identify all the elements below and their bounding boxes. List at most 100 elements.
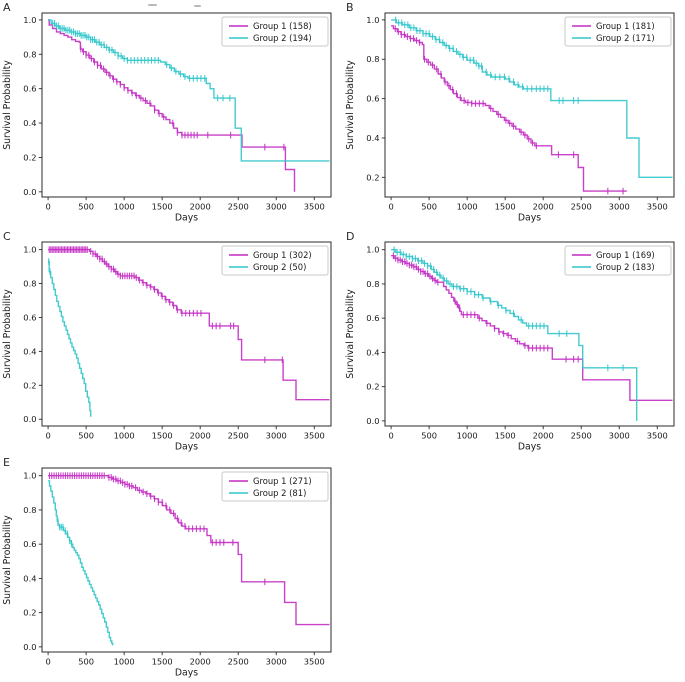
series-1-censor-marks xyxy=(80,45,285,151)
y-tick-label: 0.4 xyxy=(23,573,36,583)
legend-entry-label: Group 1 (158) xyxy=(253,21,312,31)
y-tick-label: 0.0 xyxy=(23,187,36,197)
x-axis-ticks: 0 500 1000 1500 2000 2500 3000 3500 xyxy=(388,197,668,212)
x-tick-label: 500 xyxy=(78,657,94,667)
km-plot-svg: E0 500 1000 1500 2000 2500 3000 35000.00.20.40.… xyxy=(2,456,332,679)
series-1-curve xyxy=(391,25,627,192)
y-axis-label: Survival Probability xyxy=(345,60,356,150)
legend-box xyxy=(564,16,672,47)
x-tick-label: 500 xyxy=(421,202,437,212)
x-tick-label: 2000 xyxy=(533,202,554,212)
y-axis-ticks: 0.2 0.4 0.6 0.8 1.0 xyxy=(366,15,385,182)
x-tick-label: 1500 xyxy=(495,431,516,441)
x-tick-label: 0 xyxy=(388,202,393,212)
x-tick-label: 3000 xyxy=(266,657,287,667)
x-axis-ticks: 0 500 1000 1500 2000 2500 3000 3500 xyxy=(45,197,325,212)
y-tick-label: 1.0 xyxy=(366,15,379,25)
legend-entry-label: Group 1 (302) xyxy=(253,250,312,260)
x-axis-label: Days xyxy=(175,213,198,224)
x-tick-label: 0 xyxy=(388,431,393,441)
y-tick-label: 0.8 xyxy=(23,49,36,59)
km-plot-svg: A0 500 1000 1500 2000 2500 3000 35000.00.20.40.… xyxy=(2,1,332,224)
panel-e-kaplan-meier: E 0 500 1000 1500 2000 2500 3000 3500 0.0 0.2 0.4 0.… xyxy=(0,455,342,682)
legend: Group 1 (158) Group 2 (194) xyxy=(221,16,329,47)
panel-c-kaplan-meier: C 0 500 1000 1500 2000 2500 3000 3500 0.0 0.2 0.4 0.… xyxy=(0,229,342,456)
y-axis-label: Survival Probability xyxy=(2,289,13,379)
x-tick-label: 3500 xyxy=(647,431,668,441)
x-tick-label: 2500 xyxy=(228,431,249,441)
y-tick-label: 0.2 xyxy=(366,172,379,182)
y-tick-label: 0.2 xyxy=(23,608,36,618)
series-2-curve xyxy=(48,480,114,646)
legend-box xyxy=(221,245,329,276)
legend: Group 1 (302) Group 2 (50) xyxy=(221,245,329,276)
series-2-censor-marks xyxy=(57,517,73,548)
legend-entry-label: Group 2 (183) xyxy=(596,262,655,272)
x-axis-label: Days xyxy=(518,442,541,453)
y-axis-label: Survival Probability xyxy=(2,60,13,150)
x-tick-label: 500 xyxy=(78,202,94,212)
x-tick-label: 1000 xyxy=(457,202,478,212)
x-tick-label: 3000 xyxy=(266,431,287,441)
y-tick-label: 0.4 xyxy=(366,347,379,357)
x-tick-label: 2500 xyxy=(571,202,592,212)
y-axis-ticks: 0.0 0.2 0.4 0.6 0.8 1.0 xyxy=(23,471,42,652)
y-tick-label: 0.0 xyxy=(23,414,36,424)
series-1-curve xyxy=(391,255,673,401)
legend: Group 1 (271) Group 2 (81) xyxy=(221,471,329,502)
km-plot-svg: C0 500 1000 1500 2000 2500 3000 35000.00.20.40.… xyxy=(2,230,332,453)
y-tick-label: 1.0 xyxy=(23,471,36,481)
x-tick-label: 0 xyxy=(45,657,50,667)
x-tick-label: 3000 xyxy=(266,202,287,212)
x-axis-label: Days xyxy=(175,442,198,453)
x-tick-label: 3500 xyxy=(304,202,325,212)
y-tick-label: 0.4 xyxy=(23,346,36,356)
series-1-curve xyxy=(48,475,330,626)
x-tick-label: 500 xyxy=(421,431,437,441)
legend-entry-label: Group 1 (169) xyxy=(596,250,655,260)
x-tick-label: 0 xyxy=(45,431,50,441)
panel-letter: B xyxy=(346,1,354,14)
panel-b-kaplan-meier: B 0 500 1000 1500 2000 2500 3000 3500 0.2 0.4 0.6 0.… xyxy=(343,0,685,227)
x-tick-label: 2000 xyxy=(190,202,211,212)
x-tick-label: 1500 xyxy=(152,202,173,212)
axes-box xyxy=(384,241,675,427)
legend-entry-label: Group 1 (181) xyxy=(596,21,655,31)
x-tick-label: 1500 xyxy=(152,657,173,667)
x-tick-label: 500 xyxy=(78,431,94,441)
x-axis-ticks: 0 500 1000 1500 2000 2500 3000 3500 xyxy=(45,652,325,667)
y-tick-label: 0.6 xyxy=(366,94,379,104)
series-1-censor-marks xyxy=(392,252,579,363)
x-tick-label: 0 xyxy=(45,202,50,212)
y-tick-label: 0.8 xyxy=(366,279,379,289)
x-tick-label: 1000 xyxy=(114,431,135,441)
y-tick-label: 1.0 xyxy=(23,15,36,25)
y-tick-label: 0.2 xyxy=(366,382,379,392)
axes-box xyxy=(41,12,332,198)
legend-entry-label: Group 2 (50) xyxy=(253,262,306,272)
panel-letter: A xyxy=(3,1,11,14)
legend: Group 1 (181) Group 2 (171) xyxy=(564,16,672,47)
series-1-censor-marks xyxy=(48,472,266,586)
legend-box xyxy=(221,471,329,502)
y-tick-label: 0.2 xyxy=(23,380,36,390)
y-tick-label: 0.4 xyxy=(366,133,379,143)
y-tick-label: 0.8 xyxy=(366,54,379,64)
y-axis-ticks: 0.0 0.2 0.4 0.6 0.8 1.0 xyxy=(366,245,385,426)
series-2-censor-marks xyxy=(52,20,231,102)
x-tick-label: 2500 xyxy=(228,657,249,667)
x-tick-label: 1500 xyxy=(495,202,516,212)
x-tick-label: 3500 xyxy=(647,202,668,212)
y-tick-label: 0.0 xyxy=(23,642,36,652)
y-tick-label: 1.0 xyxy=(23,245,36,255)
y-tick-label: 0.0 xyxy=(366,416,379,426)
x-axis-ticks: 0 500 1000 1500 2000 2500 3000 3500 xyxy=(45,426,325,441)
axes-box xyxy=(41,467,332,653)
x-tick-label: 3000 xyxy=(609,431,630,441)
series-2-censor-marks xyxy=(395,16,579,104)
series-2-censor-marks xyxy=(48,258,51,275)
y-tick-label: 0.6 xyxy=(23,84,36,94)
x-axis-ticks: 0 500 1000 1500 2000 2500 3000 3500 xyxy=(388,426,668,441)
y-tick-label: 0.8 xyxy=(23,505,36,515)
